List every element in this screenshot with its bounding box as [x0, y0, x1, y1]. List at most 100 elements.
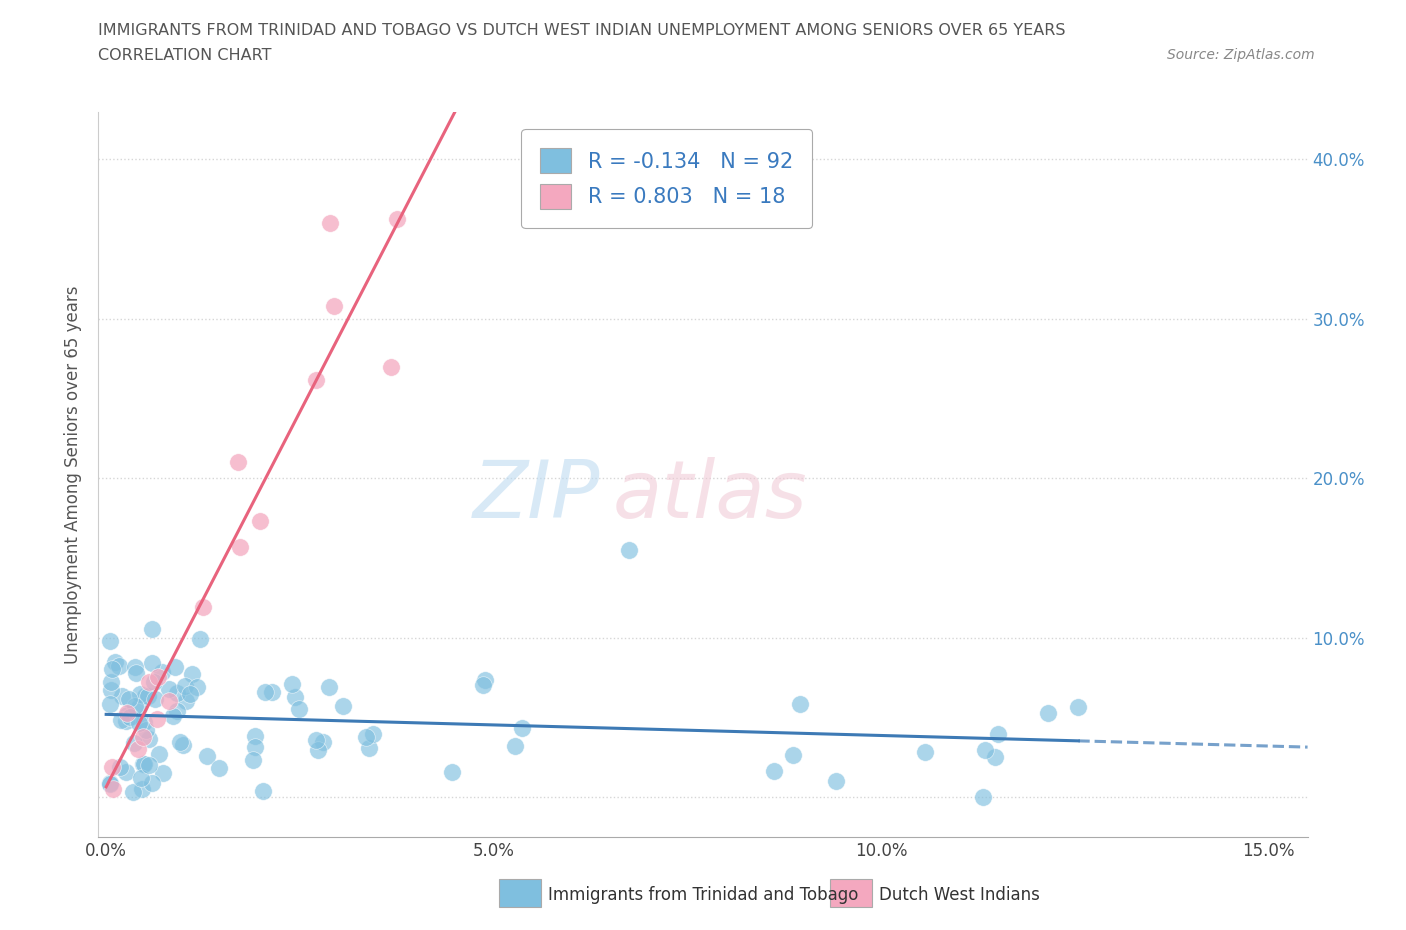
- Point: [150, 665, 173, 680]
- Point: [226, 455, 249, 470]
- Point: [117, 708, 139, 723]
- Point: [172, 737, 194, 752]
- Point: [118, 692, 141, 707]
- Point: [914, 745, 936, 760]
- Point: [111, 688, 134, 703]
- Point: [181, 667, 204, 682]
- Point: [319, 216, 342, 231]
- Text: Dutch West Indians: Dutch West Indians: [879, 885, 1039, 904]
- Legend: R = -0.134   N = 92, R = 0.803   N = 18: R = -0.134 N = 92, R = 0.803 N = 18: [522, 129, 813, 228]
- Point: [101, 662, 124, 677]
- Point: [118, 710, 141, 724]
- Point: [134, 714, 156, 729]
- Point: [243, 728, 266, 743]
- Point: [193, 600, 215, 615]
- Point: [124, 698, 146, 713]
- Point: [117, 705, 139, 720]
- Point: [166, 685, 188, 700]
- Point: [100, 674, 122, 689]
- Point: [1038, 706, 1060, 721]
- Point: [135, 723, 157, 737]
- Point: [125, 666, 148, 681]
- Point: [505, 738, 527, 753]
- Point: [789, 697, 811, 711]
- Point: [122, 785, 145, 800]
- Point: [179, 686, 201, 701]
- Point: [104, 655, 127, 670]
- Text: ZIP: ZIP: [472, 457, 600, 535]
- Point: [124, 736, 146, 751]
- Point: [127, 742, 149, 757]
- Point: [157, 682, 180, 697]
- Point: [474, 672, 496, 687]
- Point: [152, 765, 174, 780]
- Point: [1067, 699, 1090, 714]
- Point: [441, 764, 464, 779]
- Point: [131, 781, 153, 796]
- Point: [332, 698, 354, 713]
- Point: [253, 684, 276, 699]
- Point: [307, 743, 329, 758]
- Point: [115, 764, 138, 779]
- Text: atlas: atlas: [613, 457, 807, 535]
- Point: [134, 688, 156, 703]
- Point: [972, 790, 994, 804]
- Point: [128, 715, 150, 730]
- Point: [510, 721, 533, 736]
- Point: [174, 694, 197, 709]
- Point: [385, 211, 408, 226]
- Point: [354, 729, 377, 744]
- Point: [617, 542, 640, 557]
- Point: [132, 730, 155, 745]
- Point: [157, 694, 180, 709]
- Point: [98, 697, 121, 711]
- Point: [284, 689, 307, 704]
- Point: [312, 735, 335, 750]
- Point: [288, 701, 311, 716]
- Point: [110, 760, 132, 775]
- Point: [195, 749, 218, 764]
- Point: [138, 757, 160, 772]
- Point: [357, 740, 380, 755]
- Y-axis label: Unemployment Among Seniors over 65 years: Unemployment Among Seniors over 65 years: [65, 286, 83, 663]
- Point: [762, 764, 785, 778]
- Point: [143, 674, 166, 689]
- Point: [163, 659, 186, 674]
- Point: [186, 680, 208, 695]
- Point: [174, 678, 197, 693]
- Point: [141, 621, 163, 636]
- Point: [166, 704, 188, 719]
- Point: [380, 359, 402, 374]
- Point: [141, 655, 163, 670]
- Point: [146, 711, 169, 726]
- Point: [101, 760, 124, 775]
- Point: [987, 726, 1010, 741]
- Point: [110, 713, 132, 728]
- Point: [229, 539, 252, 554]
- Point: [132, 757, 155, 772]
- Text: Source: ZipAtlas.com: Source: ZipAtlas.com: [1167, 48, 1315, 62]
- Point: [304, 733, 326, 748]
- Point: [100, 683, 122, 698]
- Point: [323, 299, 346, 313]
- Point: [148, 747, 170, 762]
- Point: [188, 631, 211, 646]
- Point: [100, 776, 122, 790]
- Point: [281, 677, 304, 692]
- Point: [98, 776, 121, 790]
- Point: [984, 750, 1007, 764]
- Point: [252, 784, 274, 799]
- Point: [128, 699, 150, 714]
- Point: [114, 714, 136, 729]
- Point: [129, 687, 152, 702]
- Point: [124, 660, 146, 675]
- Point: [825, 774, 848, 789]
- Text: Immigrants from Trinidad and Tobago: Immigrants from Trinidad and Tobago: [548, 885, 859, 904]
- Point: [249, 513, 271, 528]
- Point: [141, 776, 163, 790]
- Point: [101, 782, 124, 797]
- Point: [98, 634, 121, 649]
- Point: [129, 770, 152, 785]
- Point: [146, 670, 169, 684]
- Point: [138, 731, 160, 746]
